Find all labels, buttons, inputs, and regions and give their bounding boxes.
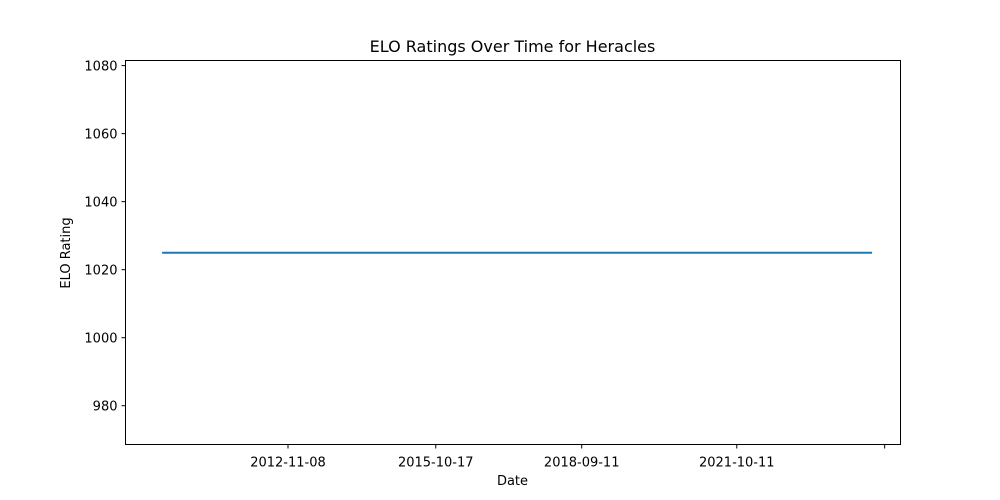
plot-frame <box>125 60 901 445</box>
y-tick-label: 1060 <box>84 128 117 143</box>
chart-title: ELO Ratings Over Time for Heracles <box>370 37 656 56</box>
y-tick-label: 1000 <box>84 332 117 347</box>
x-tick-label: 2018-09-11 <box>544 456 620 471</box>
y-axis-ticks: 980 1000 1020 1040 1060 1080 <box>84 60 126 415</box>
y-tick-label: 1080 <box>84 60 117 75</box>
y-axis-title: ELO Rating <box>59 217 74 288</box>
x-tick-label: 2015-10-17 <box>398 456 474 471</box>
y-tick-label: 1040 <box>84 196 117 211</box>
x-axis-ticks: 2012-11-08 2015-10-17 2018-09-11 2021-10-11 <box>250 444 886 471</box>
y-tick-label: 980 <box>93 400 118 415</box>
x-axis-title: Date <box>497 474 528 489</box>
y-tick-label: 1020 <box>84 264 117 279</box>
x-tick-label: 2021-10-11 <box>699 456 775 471</box>
x-tick-label: 2012-11-08 <box>250 456 326 471</box>
